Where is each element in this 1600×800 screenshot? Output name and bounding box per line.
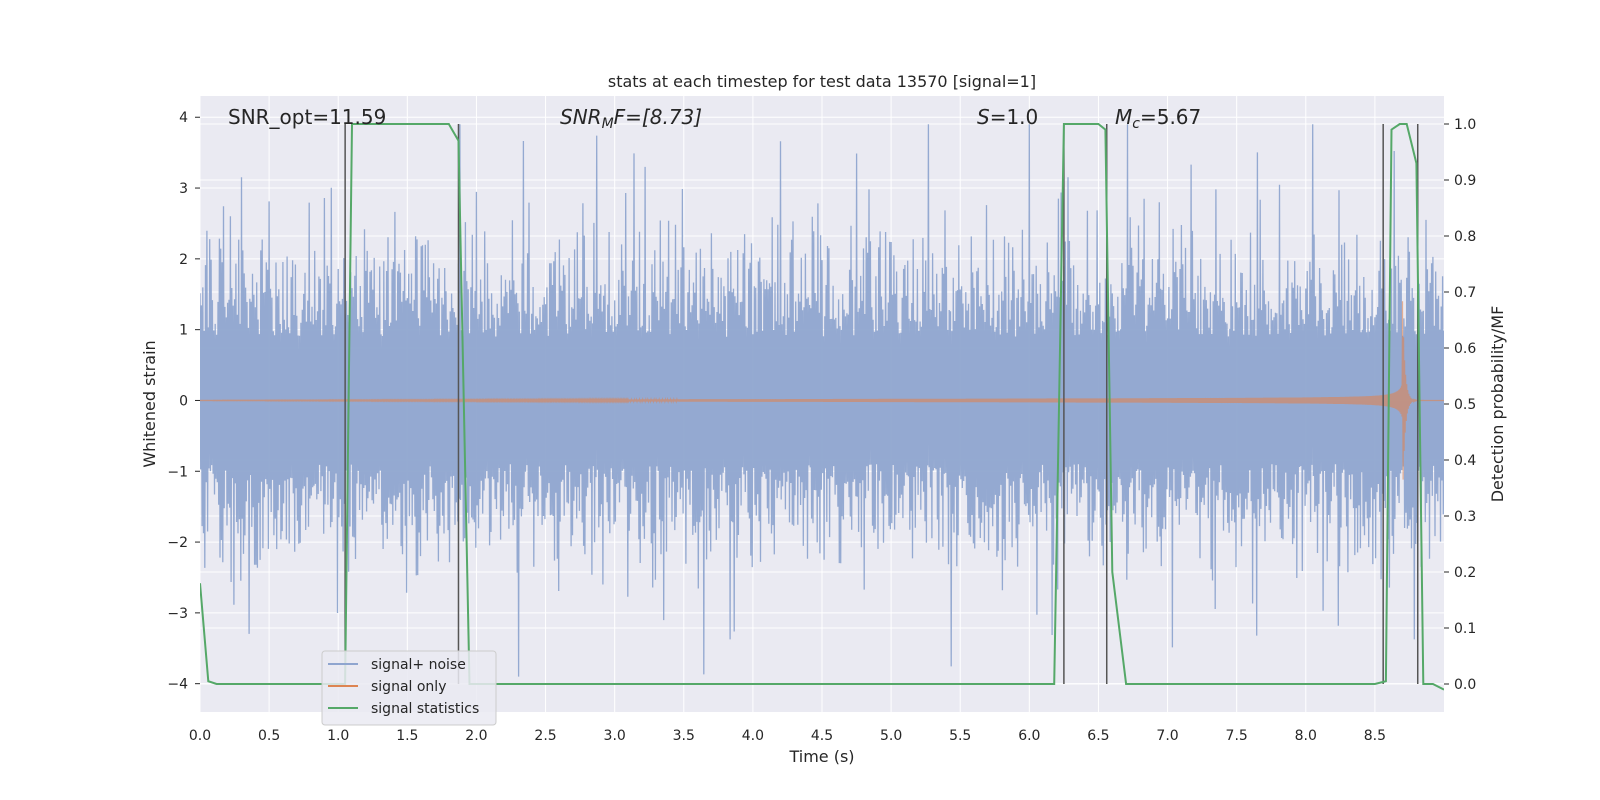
legend-label-signal-noise: signal+ noise (371, 657, 466, 673)
signal-only-trace (200, 301, 1444, 480)
legend-label-signal-statistics: signal statistics (371, 701, 479, 717)
y-axis-label: Whitened strain (140, 340, 159, 467)
plot-area (200, 123, 1444, 691)
chart-title: stats at each timestep for test data 135… (608, 72, 1036, 91)
annotation-mc: Mc=5.67 (1115, 105, 1201, 132)
y-tick-label: −4 (167, 677, 188, 693)
x-tick-label: 0.5 (258, 728, 280, 744)
y-tick-label: 0 (179, 393, 188, 409)
x-tick-label: 5.5 (949, 728, 971, 744)
y2-axis-label: Detection probability/MF (1488, 306, 1507, 503)
x-tick-label: 8.5 (1364, 728, 1386, 744)
y-tick-label: −1 (167, 464, 188, 480)
x-tick-label: 1.5 (396, 728, 418, 744)
y2-tick-label: 0.8 (1454, 229, 1476, 245)
legend-label-signal-only: signal only (371, 679, 446, 695)
x-tick-label: 4.5 (811, 728, 833, 744)
y-tick-label: −2 (167, 535, 188, 551)
y2-axis-ticks: 1.0 0.9 0.8 0.7 0.6 0.5 0.4 0.3 0.2 0.1 0.0 (1444, 117, 1476, 693)
y2-tick-label: 0.1 (1454, 621, 1476, 637)
annotation-s: S=1.0 (977, 105, 1038, 129)
x-tick-label: 1.0 (327, 728, 349, 744)
y2-tick-label: 0.2 (1454, 565, 1476, 581)
y-tick-label: 1 (179, 323, 188, 339)
y-tick-label: 3 (179, 181, 188, 197)
y-axis-ticks: 4 3 2 1 0 −1 −2 −3 −4 (167, 110, 200, 693)
annotation-snr-opt: SNR_opt=11.59 (228, 105, 386, 129)
signal-noise-trace (200, 124, 1444, 677)
annotation-snr-mf: SNRMF=[8.73] (560, 105, 702, 132)
legend-box (321, 650, 497, 726)
x-tick-label: 2.5 (534, 728, 556, 744)
y-tick-label: −3 (167, 606, 188, 622)
series-signal-only (200, 301, 1444, 480)
x-tick-label: 3.5 (673, 728, 695, 744)
y2-tick-label: 0.3 (1454, 509, 1476, 525)
x-axis-label: Time (s) (788, 747, 854, 766)
y2-tick-label: 0.7 (1454, 285, 1476, 301)
y2-tick-label: 0.0 (1454, 677, 1476, 693)
x-tick-label: 8.0 (1295, 728, 1317, 744)
x-axis-ticks: 0.0 0.5 1.0 1.5 2.0 2.5 3.0 3.5 4.0 4.5 5.0 5.5 6.0 6… (189, 728, 1386, 744)
y2-tick-label: 0.9 (1454, 173, 1476, 189)
x-tick-label: 4.0 (742, 728, 764, 744)
series-signal-statistics (200, 123, 1444, 691)
x-tick-label: 0.0 (189, 728, 211, 744)
x-tick-label: 7.5 (1226, 728, 1248, 744)
y2-tick-label: 0.4 (1454, 453, 1476, 469)
y-tick-label: 4 (179, 110, 188, 126)
signal-statistics-line (200, 123, 1444, 691)
x-tick-label: 7.0 (1156, 728, 1178, 744)
y2-tick-label: 1.0 (1454, 117, 1476, 133)
x-tick-label: 2.0 (465, 728, 487, 744)
x-tick-label: 6.0 (1018, 728, 1040, 744)
y-tick-label: 2 (179, 252, 188, 268)
x-tick-label: 5.0 (880, 728, 902, 744)
legend: signal+ noise signal only signal statist… (321, 650, 497, 726)
x-tick-label: 3.0 (604, 728, 626, 744)
x-tick-label: 6.5 (1087, 728, 1109, 744)
y2-tick-label: 0.6 (1454, 341, 1476, 357)
series-signal-noise (200, 124, 1444, 677)
y2-tick-label: 0.5 (1454, 397, 1476, 413)
